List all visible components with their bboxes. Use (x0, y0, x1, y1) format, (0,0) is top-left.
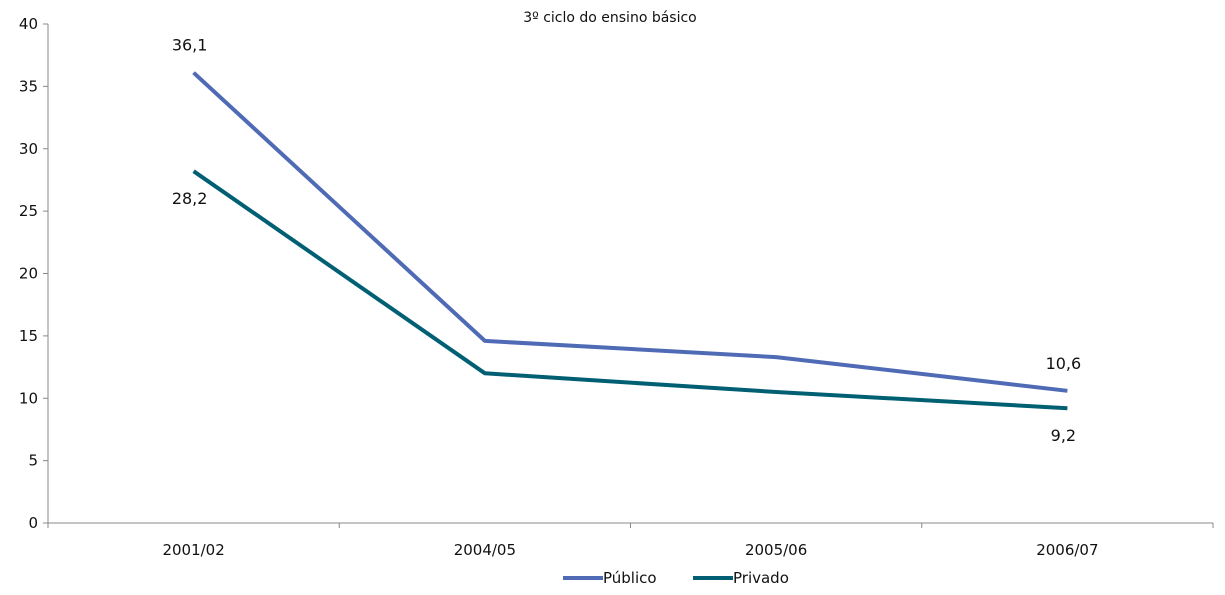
data-label: 28,2 (172, 189, 208, 208)
y-tick-label: 30 (19, 140, 38, 158)
y-axis-ticks: 0 5 10 15 20 25 30 35 40 (19, 15, 48, 532)
series-lines (192, 71, 1068, 411)
x-tick-label: 2004/05 (454, 541, 516, 559)
x-axis-ticks: 2001/02 2004/05 2005/06 2006/07 (47, 523, 1214, 559)
data-label: 9,2 (1051, 426, 1076, 445)
legend: Público Privado (563, 569, 789, 587)
y-tick-label: 20 (19, 265, 38, 283)
series-line-privado (192, 169, 1068, 411)
y-tick-label: 10 (19, 389, 38, 407)
legend-label: Público (603, 569, 657, 587)
y-tick-label: 0 (28, 514, 38, 532)
data-label: 10,6 (1046, 354, 1082, 373)
y-tick-label: 15 (19, 327, 38, 345)
x-tick-label: 2005/06 (745, 541, 807, 559)
y-tick-label: 5 (28, 452, 38, 470)
x-tick-label: 2001/02 (162, 541, 224, 559)
y-tick-label: 35 (19, 77, 38, 95)
x-tick-label: 2006/07 (1036, 541, 1098, 559)
y-tick-label: 40 (19, 15, 38, 33)
series-line-publico (192, 71, 1068, 393)
y-tick-label: 25 (19, 202, 38, 220)
data-labels: 36,1 10,6 28,2 9,2 (172, 36, 1081, 446)
data-label: 36,1 (172, 36, 208, 55)
chart-title: 3º ciclo do ensino básico (523, 10, 697, 26)
legend-label: Privado (733, 569, 789, 587)
